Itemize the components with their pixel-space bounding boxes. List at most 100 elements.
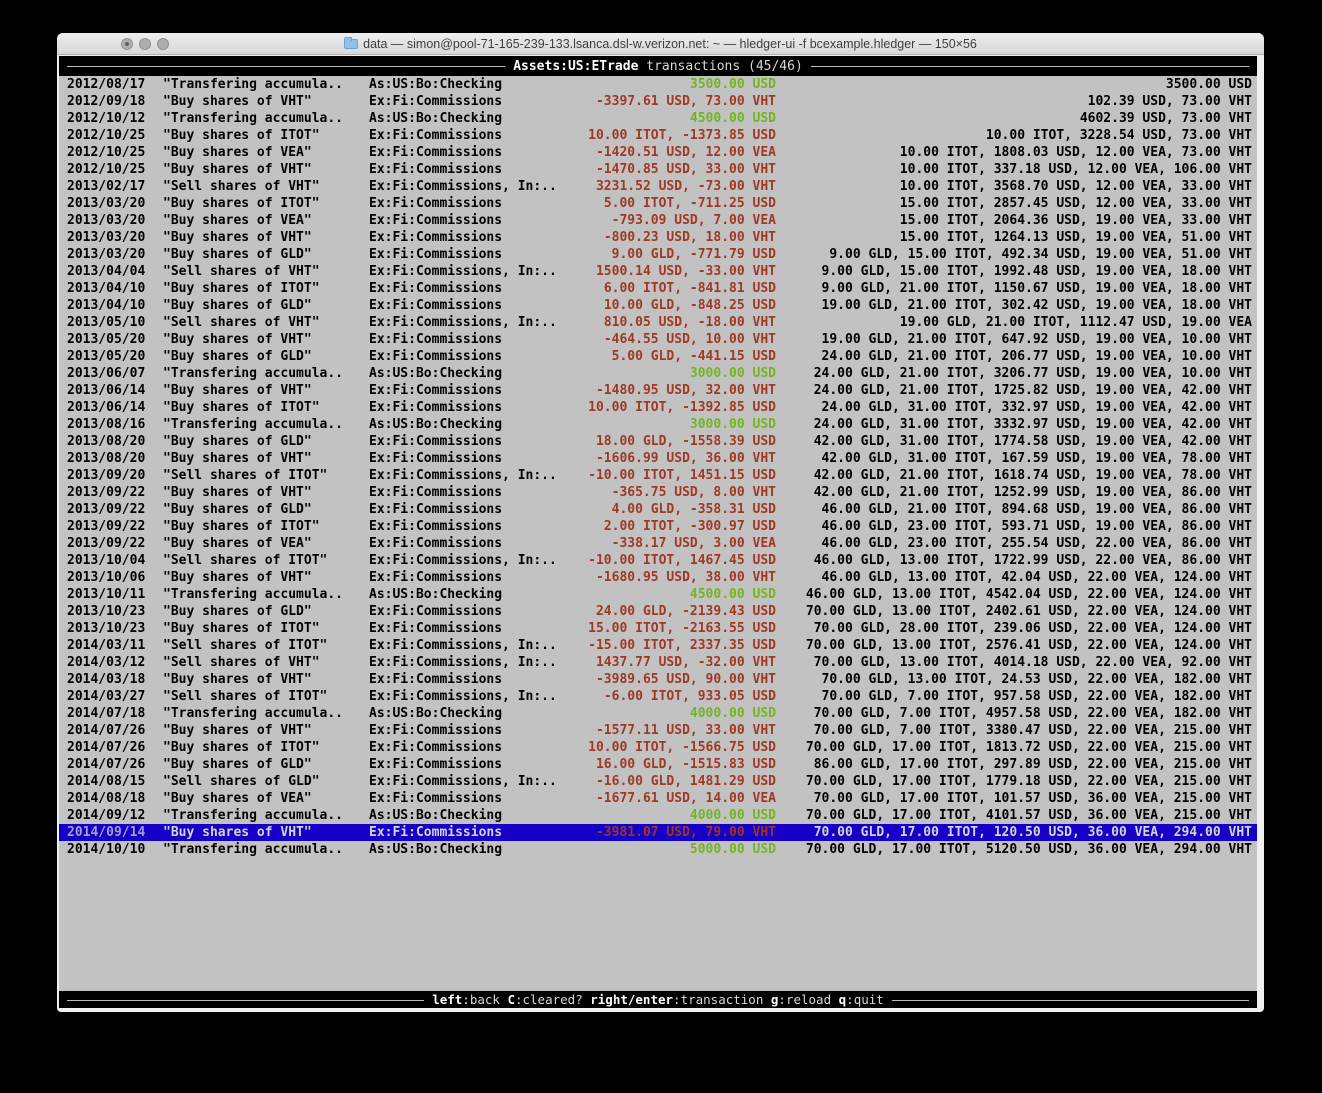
transaction-row[interactable]: 2013/03/20 "Buy shares of VEA" Ex:Fi:Commi… [59, 212, 1257, 229]
transaction-row[interactable]: 2013/02/17 "Sell shares of VHT" Ex:Fi:Comm… [59, 178, 1257, 195]
txn-amount: -464.55 USD, 10.00 VHT [603, 332, 776, 347]
transaction-row[interactable]: 2014/03/27 "Sell shares of ITOT" Ex:Fi:Com… [59, 688, 1257, 705]
close-button[interactable] [121, 38, 133, 50]
txn-running-balance: 42.00 GLD, 21.00 ITOT, 1252.99 USD, 19.0… [813, 485, 1252, 500]
transaction-row[interactable]: 2013/05/20 "Buy shares of VHT" Ex:Fi:Commi… [59, 331, 1257, 348]
terminal-window: data — simon@pool-71-165-239-133.lsanca.… [57, 33, 1264, 1012]
transaction-row[interactable]: 2014/07/26 "Buy shares of GLD" Ex:Fi:Commi… [59, 756, 1257, 773]
transaction-row[interactable]: 2013/10/11 "Transfering accumula.. As:US:B… [59, 586, 1257, 603]
transaction-row[interactable]: 2013/08/20 "Buy shares of VHT" Ex:Fi:Commi… [59, 450, 1257, 467]
transaction-row[interactable]: 2013/09/20 "Sell shares of ITOT" Ex:Fi:Com… [59, 467, 1257, 484]
transaction-row[interactable]: 2013/09/22 "Buy shares of ITOT" Ex:Fi:Comm… [59, 518, 1257, 535]
transaction-row[interactable]: 2013/05/10 "Sell shares of VHT" Ex:Fi:Comm… [59, 314, 1257, 331]
txn-amount: -800.23 USD, 18.00 VHT [603, 230, 776, 245]
txn-amount: 9.00 GLD, -771.79 USD [611, 247, 776, 262]
txn-amount: -1606.99 USD, 36.00 VHT [595, 451, 776, 466]
zoom-button[interactable] [157, 38, 169, 50]
transaction-row[interactable]: 2014/07/18 "Transfering accumula.. As:US:B… [59, 705, 1257, 722]
transaction-row[interactable]: 2013/04/04 "Sell shares of VHT" Ex:Fi:Comm… [59, 263, 1257, 280]
transaction-row[interactable]: 2013/06/14 "Buy shares of VHT" Ex:Fi:Commi… [59, 382, 1257, 399]
transaction-row[interactable]: 2013/10/23 "Buy shares of ITOT" Ex:Fi:Comm… [59, 620, 1257, 637]
txn-other-accounts: Ex:Fi:Commissions [369, 536, 503, 551]
key-hint-key: left [432, 992, 463, 1007]
key-hints-bar: left:back C:cleared? right/enter:transac… [59, 991, 1257, 1008]
txn-other-accounts: Ex:Fi:Commissions [369, 791, 503, 806]
transaction-row[interactable]: 2013/03/20 "Buy shares of GLD" Ex:Fi:Commi… [59, 246, 1257, 263]
key-hint: g:reload [771, 992, 839, 1007]
titlebar[interactable]: data — simon@pool-71-165-239-133.lsanca.… [57, 33, 1264, 55]
transaction-row-selected[interactable]: 2014/09/14 "Buy shares of VHT" Ex:Fi:Commi… [59, 824, 1257, 841]
transaction-row[interactable]: 2014/09/12 "Transfering accumula.. As:US:B… [59, 807, 1257, 824]
txn-description: "Buy shares of VHT" [163, 332, 312, 347]
txn-other-accounts: Ex:Fi:Commissions, In:.. [369, 315, 557, 330]
txn-running-balance: 70.00 GLD, 17.00 ITOT, 4101.57 USD, 36.0… [805, 808, 1252, 823]
transaction-row[interactable]: 2013/10/06 "Buy shares of VHT" Ex:Fi:Commi… [59, 569, 1257, 586]
transaction-row[interactable]: 2014/07/26 "Buy shares of VHT" Ex:Fi:Commi… [59, 722, 1257, 739]
transaction-row[interactable]: 2014/03/12 "Sell shares of VHT" Ex:Fi:Comm… [59, 654, 1257, 671]
transaction-row[interactable]: 2013/04/10 "Buy shares of ITOT" Ex:Fi:Comm… [59, 280, 1257, 297]
txn-date: 2013/06/14 [67, 400, 146, 415]
transaction-row[interactable]: 2013/06/14 "Buy shares of ITOT" Ex:Fi:Comm… [59, 399, 1257, 416]
txn-amount: 10.00 GLD, -848.25 USD [603, 298, 776, 313]
txn-amount: 1437.77 USD, -32.00 VHT [595, 655, 776, 670]
transaction-row[interactable]: 2013/05/20 "Buy shares of GLD" Ex:Fi:Commi… [59, 348, 1257, 365]
transaction-row[interactable]: 2013/03/20 "Buy shares of VHT" Ex:Fi:Commi… [59, 229, 1257, 246]
txn-amount: 15.00 ITOT, -2163.55 USD [588, 621, 776, 636]
txn-amount: -6.00 ITOT, 933.05 USD [603, 689, 776, 704]
transaction-row[interactable]: 2013/06/07 "Transfering accumula.. As:US:B… [59, 365, 1257, 382]
transaction-row[interactable]: 2013/08/16 "Transfering accumula.. As:US:B… [59, 416, 1257, 433]
txn-running-balance: 46.00 GLD, 13.00 ITOT, 42.04 USD, 22.00 … [821, 570, 1252, 585]
txn-running-balance: 70.00 GLD, 17.00 ITOT, 1779.18 USD, 22.0… [805, 774, 1252, 789]
txn-amount: 4500.00 USD [689, 587, 776, 602]
transaction-row[interactable]: 2013/10/23 "Buy shares of GLD" Ex:Fi:Commi… [59, 603, 1257, 620]
transaction-row[interactable]: 2014/03/11 "Sell shares of ITOT" Ex:Fi:Com… [59, 637, 1257, 654]
transaction-row[interactable]: 2014/07/26 "Buy shares of ITOT" Ex:Fi:Comm… [59, 739, 1257, 756]
transaction-row[interactable]: 2013/08/20 "Buy shares of GLD" Ex:Fi:Commi… [59, 433, 1257, 450]
transaction-row[interactable]: 2012/08/17 "Transfering accumula.. As:US:B… [59, 76, 1257, 93]
txn-other-accounts: Ex:Fi:Commissions, In:.. [369, 655, 557, 670]
transaction-row[interactable]: 2013/09/22 "Buy shares of VHT" Ex:Fi:Commi… [59, 484, 1257, 501]
txn-description: "Transfering accumula.. [163, 706, 344, 721]
transaction-row[interactable]: 2012/09/18 "Buy shares of VHT" Ex:Fi:Commi… [59, 93, 1257, 110]
txn-date: 2013/06/07 [67, 366, 146, 381]
txn-amount: 1500.14 USD, -33.00 VHT [595, 264, 776, 279]
transaction-row[interactable]: 2014/10/10 "Transfering accumula.. As:US:B… [59, 841, 1257, 858]
txn-date: 2012/10/25 [67, 128, 146, 143]
transaction-row[interactable]: 2013/09/22 "Buy shares of VEA" Ex:Fi:Commi… [59, 535, 1257, 552]
txn-other-accounts: Ex:Fi:Commissions, In:.. [369, 689, 557, 704]
transaction-row[interactable]: 2013/03/20 "Buy shares of ITOT" Ex:Fi:Comm… [59, 195, 1257, 212]
txn-amount: 810.05 USD, -18.00 VHT [603, 315, 776, 330]
txn-amount: 5.00 ITOT, -711.25 USD [603, 196, 776, 211]
txn-running-balance: 46.00 GLD, 23.00 ITOT, 255.54 USD, 22.00… [821, 536, 1252, 551]
txn-date: 2013/04/10 [67, 281, 146, 296]
txn-other-accounts: Ex:Fi:Commissions [369, 825, 503, 840]
txn-date: 2014/07/26 [67, 740, 146, 755]
txn-description: "Transfering accumula.. [163, 842, 344, 857]
txn-description: "Buy shares of ITOT" [163, 400, 320, 415]
transaction-row[interactable]: 2012/10/12 "Transfering accumula.. As:US:B… [59, 110, 1257, 127]
txn-description: "Transfering accumula.. [163, 366, 344, 381]
txn-date: 2012/10/25 [67, 145, 146, 160]
txn-date: 2014/10/10 [67, 842, 146, 857]
txn-running-balance: 70.00 GLD, 28.00 ITOT, 239.06 USD, 22.00… [813, 621, 1252, 636]
transaction-row[interactable]: 2012/10/25 "Buy shares of ITOT" Ex:Fi:Comm… [59, 127, 1257, 144]
minimize-button[interactable] [139, 38, 151, 50]
transaction-row[interactable]: 2012/10/25 "Buy shares of VHT" Ex:Fi:Commi… [59, 161, 1257, 178]
txn-date: 2013/09/20 [67, 468, 146, 483]
transaction-row[interactable]: 2014/08/15 "Sell shares of GLD" Ex:Fi:Comm… [59, 773, 1257, 790]
txn-date: 2014/03/27 [67, 689, 146, 704]
txn-amount: 4000.00 USD [689, 808, 776, 823]
transaction-row[interactable]: 2013/04/10 "Buy shares of GLD" Ex:Fi:Commi… [59, 297, 1257, 314]
txn-description: "Sell shares of VHT" [163, 264, 320, 279]
txn-date: 2013/09/22 [67, 502, 146, 517]
transaction-row[interactable]: 2014/03/18 "Buy shares of VHT" Ex:Fi:Commi… [59, 671, 1257, 688]
txn-date: 2013/10/11 [67, 587, 146, 602]
transaction-row[interactable]: 2014/08/18 "Buy shares of VEA" Ex:Fi:Commi… [59, 790, 1257, 807]
transaction-row[interactable]: 2012/10/25 "Buy shares of VEA" Ex:Fi:Commi… [59, 144, 1257, 161]
txn-running-balance: 42.00 GLD, 31.00 ITOT, 167.59 USD, 19.00… [821, 451, 1252, 466]
transaction-row[interactable]: 2013/09/22 "Buy shares of GLD" Ex:Fi:Commi… [59, 501, 1257, 518]
txn-description: "Buy shares of VHT" [163, 723, 312, 738]
txn-description: "Buy shares of GLD" [163, 434, 312, 449]
txn-date: 2013/10/06 [67, 570, 146, 585]
transaction-row[interactable]: 2013/10/04 "Sell shares of ITOT" Ex:Fi:Com… [59, 552, 1257, 569]
